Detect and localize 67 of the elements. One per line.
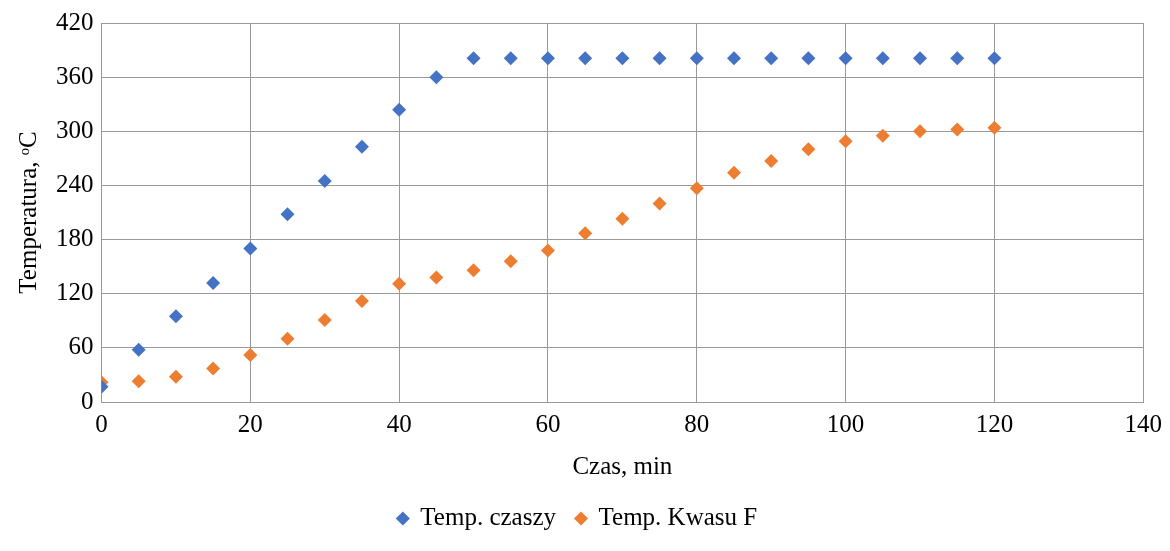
point bbox=[392, 102, 407, 117]
x-tick-label: 60 bbox=[535, 409, 561, 437]
point bbox=[950, 122, 965, 137]
point bbox=[875, 128, 890, 143]
y-tick-label: 300 bbox=[56, 115, 94, 143]
point bbox=[950, 51, 965, 66]
y-tick-label: 360 bbox=[56, 61, 94, 89]
point bbox=[354, 293, 369, 308]
point bbox=[280, 207, 295, 222]
point bbox=[540, 51, 555, 66]
y-tick-label: 420 bbox=[56, 7, 94, 35]
x-tick-label: 140 bbox=[1124, 409, 1162, 437]
point bbox=[838, 51, 853, 66]
point bbox=[503, 254, 518, 269]
point bbox=[317, 312, 332, 327]
point bbox=[726, 51, 741, 66]
y-tick-label: 120 bbox=[56, 278, 94, 306]
point bbox=[354, 139, 369, 154]
point bbox=[578, 51, 593, 66]
point bbox=[168, 309, 183, 324]
y-tick-label: 60 bbox=[68, 332, 94, 360]
point bbox=[652, 196, 667, 211]
y-tick-label: 180 bbox=[56, 224, 94, 252]
point bbox=[429, 70, 444, 85]
point bbox=[540, 243, 555, 258]
point bbox=[987, 120, 1002, 135]
point bbox=[726, 165, 741, 180]
x-tick-label: 40 bbox=[386, 409, 412, 437]
point bbox=[801, 51, 816, 66]
point bbox=[206, 361, 221, 376]
point bbox=[875, 51, 890, 66]
point bbox=[280, 331, 295, 346]
point bbox=[131, 342, 146, 357]
point bbox=[466, 263, 481, 278]
point bbox=[168, 369, 183, 384]
point bbox=[913, 124, 928, 139]
y-tick-label: 240 bbox=[56, 169, 94, 197]
point bbox=[131, 374, 146, 389]
x-tick-label: 120 bbox=[975, 409, 1014, 437]
legend-label: Temp. Kwasu F bbox=[598, 503, 758, 531]
y-tick-label: 0 bbox=[81, 386, 94, 414]
point bbox=[243, 241, 258, 256]
point bbox=[317, 173, 332, 188]
point bbox=[503, 51, 518, 66]
point bbox=[987, 51, 1002, 66]
point bbox=[913, 51, 928, 66]
point bbox=[429, 270, 444, 285]
x-axis-title: Czas, min bbox=[572, 451, 673, 479]
y-axis-title: Temperatura, ᵒC bbox=[13, 131, 41, 294]
point bbox=[466, 51, 481, 66]
point bbox=[689, 51, 704, 66]
point bbox=[392, 276, 407, 291]
point bbox=[764, 154, 779, 169]
x-tick-label: 80 bbox=[684, 409, 710, 437]
point bbox=[615, 211, 630, 226]
point bbox=[764, 51, 779, 66]
point bbox=[838, 134, 853, 149]
point bbox=[801, 142, 816, 157]
point bbox=[615, 51, 630, 66]
point bbox=[689, 181, 704, 196]
legend-label: Temp. czaszy bbox=[420, 503, 557, 531]
point bbox=[652, 51, 667, 66]
point bbox=[243, 348, 258, 363]
point bbox=[206, 275, 221, 290]
x-tick-label: 20 bbox=[237, 409, 263, 437]
point bbox=[578, 226, 593, 241]
x-tick-label: 100 bbox=[826, 409, 865, 437]
